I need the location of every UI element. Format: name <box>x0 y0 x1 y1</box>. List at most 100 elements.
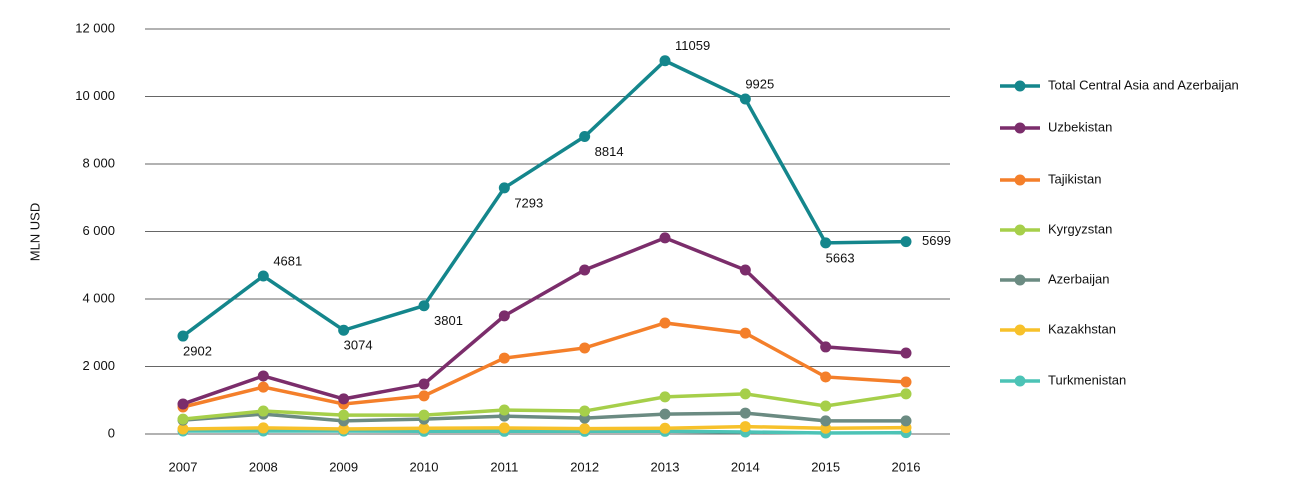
x-tick-label: 2015 <box>811 459 840 474</box>
data-point <box>257 381 269 393</box>
legend-label: Uzbekistan <box>1048 119 1112 134</box>
y-tick-label: 0 <box>108 425 115 440</box>
data-point <box>418 390 430 402</box>
data-point <box>579 264 591 276</box>
legend-marker <box>1014 80 1026 92</box>
y-tick-label: 8 000 <box>82 155 115 170</box>
data-point <box>739 421 751 433</box>
data-point <box>177 413 189 425</box>
data-point <box>659 391 671 403</box>
x-tick-label: 2013 <box>651 459 680 474</box>
data-label: 2902 <box>183 343 212 358</box>
data-label: 4681 <box>273 253 302 268</box>
data-point <box>418 378 430 390</box>
legend-marker <box>1014 174 1026 186</box>
data-point <box>739 327 751 339</box>
y-tick-label: 4 000 <box>82 290 115 305</box>
x-tick-label: 2016 <box>892 459 921 474</box>
data-point <box>418 409 430 421</box>
data-point <box>820 237 832 249</box>
x-tick-label: 2014 <box>731 459 760 474</box>
x-tick-label: 2010 <box>410 459 439 474</box>
data-point <box>338 324 350 336</box>
data-point <box>659 408 671 420</box>
data-point <box>257 270 269 282</box>
x-tick-label: 2009 <box>329 459 358 474</box>
series-line <box>182 411 906 423</box>
data-label: 11059 <box>675 38 710 53</box>
data-point <box>498 182 510 194</box>
data-label: 3074 <box>344 338 373 353</box>
series-line <box>183 429 907 435</box>
data-label: 5663 <box>826 250 855 265</box>
legend-label: Tajikistan <box>1048 171 1101 186</box>
series-line <box>182 392 907 421</box>
series-line <box>181 58 907 338</box>
data-label: 9925 <box>745 76 774 91</box>
data-point <box>257 422 269 434</box>
data-point <box>498 422 510 434</box>
x-tick-label: 2011 <box>490 459 518 474</box>
series-line <box>182 236 907 406</box>
data-point <box>498 352 510 364</box>
data-point <box>338 423 350 435</box>
data-point <box>659 232 671 244</box>
data-point <box>418 422 430 434</box>
data-point <box>739 388 751 400</box>
legend-marker <box>1014 375 1026 387</box>
legend-label: Total Central Asia and Azerbaijan <box>1048 77 1239 92</box>
data-point <box>338 393 350 405</box>
data-point <box>177 423 189 435</box>
legend-marker <box>1014 324 1026 336</box>
data-label: 3801 <box>434 313 463 328</box>
series-line <box>182 321 907 409</box>
data-point <box>498 310 510 322</box>
data-point <box>659 317 671 329</box>
data-point <box>900 388 912 400</box>
data-label: 8814 <box>595 144 624 159</box>
data-point <box>739 264 751 276</box>
legend-marker <box>1014 224 1026 236</box>
data-point <box>820 400 832 412</box>
data-label: 7293 <box>514 195 543 210</box>
data-point <box>820 415 832 427</box>
legend-label: Kyrgyzstan <box>1048 221 1112 236</box>
legend-label: Turkmenistan <box>1048 372 1126 387</box>
data-point <box>579 423 591 435</box>
data-point <box>579 342 591 354</box>
y-axis-label: MLN USD <box>27 203 42 262</box>
legend-label: Kazakhstan <box>1048 321 1116 336</box>
data-point <box>739 93 751 105</box>
data-label: 5699 <box>922 233 951 248</box>
data-point <box>579 405 591 417</box>
data-point <box>659 55 671 67</box>
legend-marker <box>1014 274 1026 286</box>
data-point <box>257 405 269 417</box>
data-point <box>900 236 912 248</box>
data-point <box>338 409 350 421</box>
x-tick-label: 2012 <box>570 459 599 474</box>
data-point <box>177 330 189 342</box>
data-point <box>820 371 832 383</box>
legend-marker <box>1014 122 1026 134</box>
data-point <box>900 415 912 427</box>
series-line <box>182 424 907 431</box>
data-point <box>257 370 269 382</box>
data-point <box>418 300 430 312</box>
data-point <box>498 404 510 416</box>
data-point <box>739 407 751 419</box>
data-point <box>579 131 591 143</box>
data-point <box>900 347 912 359</box>
legend-label: Azerbaijan <box>1048 271 1109 286</box>
data-point <box>820 341 832 353</box>
y-tick-label: 6 000 <box>82 223 115 238</box>
data-point <box>177 398 189 410</box>
y-tick-label: 10 000 <box>75 88 115 103</box>
x-tick-label: 2007 <box>169 459 198 474</box>
y-tick-label: 12 000 <box>75 20 115 35</box>
data-point <box>659 422 671 434</box>
data-point <box>900 376 912 388</box>
x-tick-label: 2008 <box>249 459 278 474</box>
